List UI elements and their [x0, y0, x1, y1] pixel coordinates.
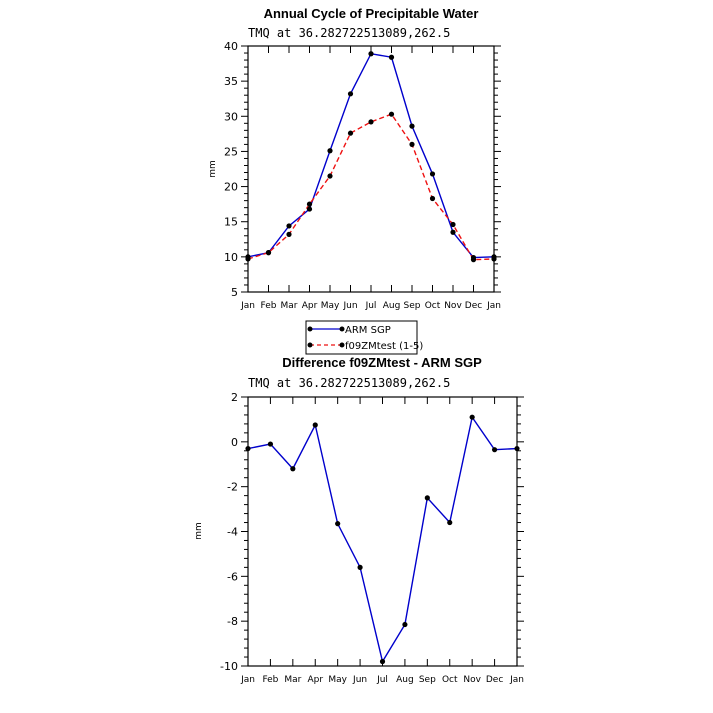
y-tick-label: -8 [227, 615, 238, 628]
data-point [447, 519, 453, 526]
data-point [327, 148, 333, 154]
legend: ARM SGP f09ZMtest (1-5) [305, 320, 423, 355]
x-tick-label: Jan [509, 675, 524, 685]
y-tick-label: 15 [224, 216, 238, 229]
data-point [429, 171, 436, 177]
chart-subtitle: TMQ at 36.282722513089,262.5 [248, 376, 450, 390]
data-point [286, 231, 292, 237]
chart-subtitle: TMQ at 36.282722513089,262.5 [248, 26, 450, 40]
plot-frame [247, 396, 518, 667]
y-axis-label: mm [208, 160, 218, 178]
data-point [491, 256, 497, 262]
chart-title: Difference f09ZMtest - ARM SGP [282, 355, 482, 370]
data-point [347, 130, 354, 136]
data-point [491, 447, 498, 453]
x-tick-label: Mar [284, 675, 301, 685]
series-line-0 [247, 52, 495, 259]
x-tick-label: Dec [486, 675, 503, 685]
x-tick-label: Sep [404, 301, 421, 311]
x-tick-label: Nov [444, 301, 462, 311]
data-point [429, 195, 436, 202]
legend-marker-arm [307, 326, 313, 332]
x-tick-label: Jan [240, 301, 255, 311]
x-tick-label: Nov [463, 675, 481, 685]
x-tick-label: Sep [419, 675, 436, 685]
x-tick-label: Jan [240, 675, 255, 685]
legend-marker-model [339, 342, 345, 348]
x-tick-label: May [328, 675, 347, 685]
y-tick-label: 5 [231, 286, 238, 299]
x-tick-label: Dec [465, 301, 482, 311]
data-point [409, 123, 415, 129]
y-tick-label: 25 [224, 145, 238, 158]
x-tick-label: Jul [376, 675, 388, 685]
x-tick-label: Feb [262, 675, 278, 685]
plot-frame [247, 45, 495, 293]
y-axis-label: mm [194, 522, 204, 540]
data-point [424, 495, 430, 501]
x-tick-label: Jan [486, 301, 501, 311]
y-tick-label: 20 [224, 181, 238, 194]
y-tick-label: 0 [231, 436, 238, 449]
data-point [245, 256, 251, 262]
data-point [388, 111, 395, 117]
x-tick-label: Oct [425, 301, 441, 311]
y-tick-label: 40 [224, 40, 238, 53]
x-tick-label: Mar [281, 301, 298, 311]
data-point [357, 564, 363, 570]
data-point [267, 441, 274, 447]
legend-marker-arm [339, 326, 345, 332]
chart-title: Annual Cycle of Precipitable Water [264, 6, 479, 21]
y-tick-label: -2 [227, 481, 238, 494]
difference-chart: Difference f09ZMtest - ARM SGP TMQ at 36… [194, 355, 524, 685]
data-point [306, 206, 313, 212]
x-tick-label: Aug [396, 675, 414, 685]
x-tick-label: Jul [365, 301, 377, 311]
data-point [470, 257, 477, 263]
data-point [368, 51, 374, 57]
data-point [290, 466, 296, 472]
legend-box [305, 320, 418, 355]
x-tick-label: Feb [261, 301, 277, 311]
y-tick-label: -6 [227, 570, 238, 583]
legend-marker-model [307, 342, 313, 348]
data-point [327, 173, 333, 179]
x-tick-label: Jun [352, 675, 367, 685]
data-point [368, 119, 374, 125]
data-point [286, 223, 292, 229]
data-point [335, 521, 341, 527]
legend-label-arm: ARM SGP [345, 325, 391, 336]
x-tick-label: Apr [307, 675, 323, 685]
data-point [450, 221, 456, 228]
data-point [379, 658, 386, 665]
y-tick-label: 35 [224, 75, 238, 88]
data-point [306, 201, 313, 207]
y-tick-label: 2 [231, 391, 238, 404]
data-point [514, 445, 520, 452]
data-point [388, 54, 395, 60]
legend-label-model: f09ZMtest (1-5) [345, 341, 423, 352]
data-point [409, 141, 415, 147]
series-line-0 [247, 415, 518, 664]
y-tick-label: 10 [224, 251, 238, 264]
data-point [245, 445, 251, 452]
data-point [402, 621, 408, 628]
y-tick-label: -4 [227, 526, 238, 539]
precipitable-water-chart: Annual Cycle of Precipitable Water TMQ a… [208, 6, 501, 311]
data-point [265, 250, 272, 256]
x-tick-label: Aug [383, 301, 401, 311]
x-tick-label: Apr [302, 301, 318, 311]
x-tick-label: Jun [342, 301, 357, 311]
data-point [347, 91, 354, 97]
data-point [450, 229, 456, 235]
y-tick-label: 30 [224, 110, 238, 123]
x-tick-label: May [321, 301, 340, 311]
x-tick-label: Oct [442, 675, 458, 685]
data-point [312, 422, 318, 428]
y-tick-label: -10 [220, 660, 238, 673]
data-point [469, 414, 475, 420]
